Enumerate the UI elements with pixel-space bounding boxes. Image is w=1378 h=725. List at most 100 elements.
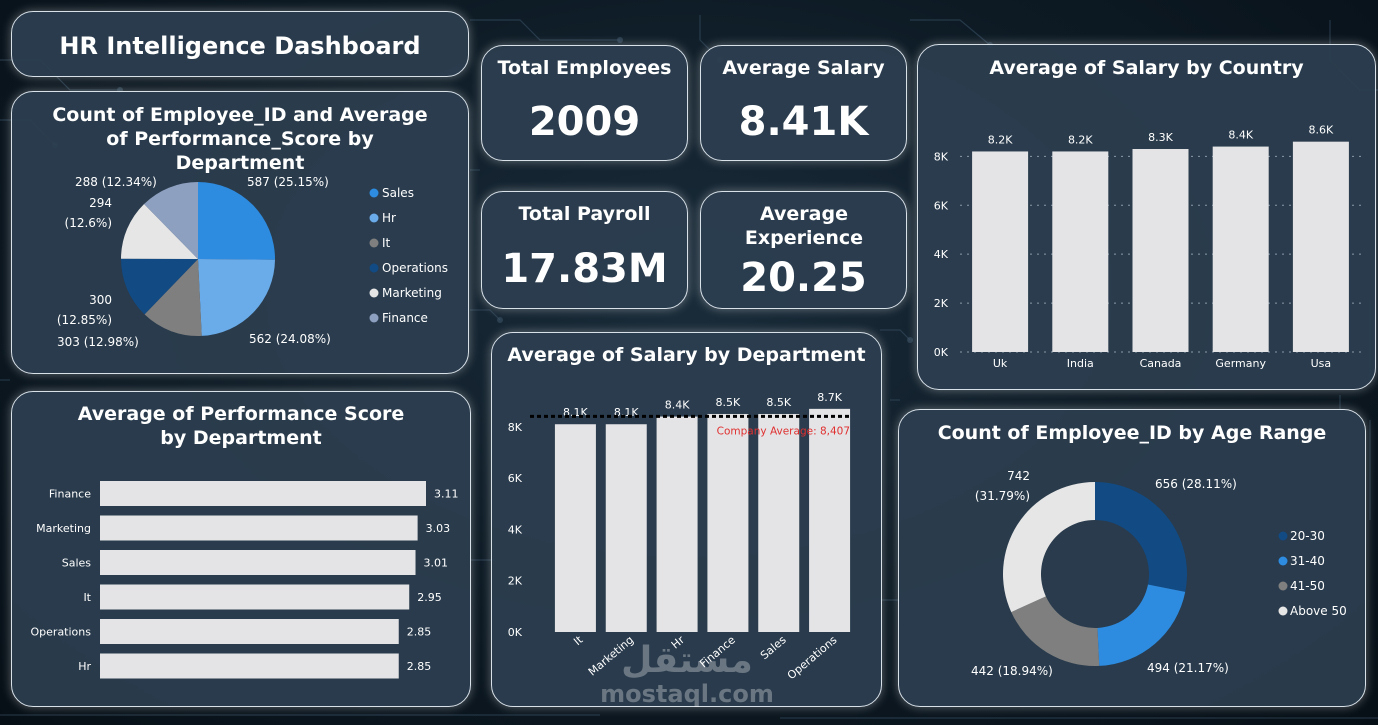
bar-sales — [100, 550, 416, 575]
category-label: It — [83, 591, 91, 604]
age-donut-panel: Count of Employee_ID by Age Range 656 (2… — [898, 409, 1366, 707]
pie-data-label: (12.85%) — [57, 313, 112, 327]
pie-slice-hr — [198, 259, 275, 336]
country-bar-panel: Average of Salary by Country 0K 2K 4K 6K 8K 8… — [917, 44, 1376, 390]
y-tick-label: 8K — [508, 421, 523, 434]
pie-data-label: 288 (12.34%) — [75, 175, 157, 189]
pie-slice-finance — [144, 182, 198, 259]
category-label: Hr — [78, 660, 91, 673]
data-label: 8.4K — [1228, 129, 1253, 142]
kpi-value: 20.25 — [740, 255, 867, 301]
legend-item-20-30: 20-30 — [1290, 529, 1325, 543]
data-label: 8.2K — [988, 133, 1013, 146]
data-label: 2.95 — [417, 591, 442, 604]
x-tick-label: Operations — [785, 633, 840, 682]
legend-item-31-40: 31-40 — [1290, 554, 1325, 568]
data-label: 3.03 — [426, 522, 451, 535]
x-tick-label: Sales — [758, 633, 789, 662]
legend-marker — [369, 213, 379, 223]
perf-hbar-panel: Average of Performance Score by Departme… — [11, 391, 471, 707]
y-tick-label: 6K — [508, 472, 523, 485]
data-label: 3.11 — [434, 488, 459, 501]
legend-marker — [1278, 606, 1288, 616]
legend-marker — [1278, 581, 1288, 591]
category-label: Sales — [62, 557, 92, 570]
donut-data-label: 656 (28.11%) — [1155, 477, 1237, 491]
legend-marker — [1278, 531, 1288, 541]
x-tick-label: Hr — [669, 633, 688, 651]
y-tick-label: 0K — [508, 626, 523, 639]
dept-pie-panel: Count of Employee_ID and Average of Perf… — [11, 91, 469, 374]
y-tick-label: 0K — [934, 346, 949, 359]
data-label: 8.1K — [614, 406, 639, 419]
category-label: Operations — [31, 626, 92, 639]
legend-marker — [369, 238, 379, 248]
bar-hr — [656, 416, 698, 632]
legend-item-41-50: 41-50 — [1290, 579, 1325, 593]
category-label: Finance — [49, 488, 91, 501]
pie-data-label: 587 (25.15%) — [247, 175, 329, 189]
category-label: Marketing — [36, 522, 91, 535]
x-tick-label: Canada — [1140, 357, 1182, 370]
pie-data-label: (12.6%) — [65, 216, 112, 230]
data-label: 8.3K — [1148, 131, 1173, 144]
y-tick-label: 2K — [508, 575, 523, 588]
x-tick-label: India — [1067, 357, 1094, 370]
bar-operations — [809, 408, 851, 632]
data-label: 2.85 — [407, 626, 432, 639]
kpi-value: 2009 — [528, 99, 641, 145]
chart-title: Average of Salary by Country — [989, 57, 1304, 79]
kpi-card-average-salary[interactable]: Average Salary 8.41K — [700, 45, 907, 161]
legend-item-it: It — [382, 236, 391, 250]
pie-data-label: 562 (24.08%) — [249, 332, 331, 346]
chart-title: Average of Performance Score by Departme… — [77, 403, 405, 449]
x-tick-label: Marketing — [586, 633, 636, 678]
bar-marketing — [605, 424, 647, 632]
donut-slice-20-30 — [1095, 482, 1187, 592]
bar-india — [1052, 151, 1109, 352]
data-label: 8.4K — [665, 399, 690, 412]
data-label: 8.5K — [716, 396, 741, 409]
kpi-card-total-payroll[interactable]: Total Payroll 17.83M — [481, 191, 688, 309]
bar-marketing — [100, 515, 418, 541]
reference-line-label: Company Average: 8,407 — [717, 425, 850, 437]
kpi-label: Average Salary — [722, 57, 885, 79]
kpi-card-total-employees[interactable]: Total Employees 2009 — [481, 45, 688, 161]
x-tick-label: It — [571, 633, 586, 648]
y-tick-label: 4K — [508, 523, 523, 536]
y-tick-label: 8K — [934, 150, 949, 163]
kpi-label: Total Employees — [497, 57, 672, 79]
pie-data-label: 294 — [89, 196, 112, 210]
country-bar-chart: 0K 2K 4K 6K 8K 8.2K Uk 8.2K India 8.3K Canada 8.4K G… — [934, 124, 1361, 370]
bar-finance — [100, 481, 426, 506]
x-tick-label: Usa — [1311, 357, 1332, 370]
legend-marker — [369, 188, 379, 198]
dashboard-title-panel: HR Intelligence Dashboard — [11, 11, 469, 77]
y-tick-label: 6K — [934, 199, 949, 212]
bar-it — [554, 424, 596, 632]
perf-hbar-chart: Finance 3.11 Marketing 3.03 Sales 3.01 It 2.95 O… — [31, 481, 459, 679]
donut-data-label: (31.79%) — [975, 489, 1030, 503]
bar-uk — [972, 151, 1029, 352]
pie-slice-sales — [198, 182, 275, 260]
kpi-value: 17.83M — [501, 246, 668, 292]
legend-item-sales: Sales — [382, 186, 414, 200]
bar-germany — [1212, 146, 1269, 352]
data-label: 8.7K — [817, 391, 842, 404]
kpi-label: Average Experience — [744, 203, 864, 249]
donut-data-label: 494 (21.17%) — [1147, 661, 1229, 675]
kpi-card-average-experience[interactable]: Average Experience 20.25 — [700, 191, 907, 309]
legend-marker — [369, 313, 379, 323]
data-label: 3.01 — [424, 557, 449, 570]
legend-marker — [369, 263, 379, 273]
pie-slice-marketing — [121, 204, 198, 259]
chart-title: Count of Employee_ID by Age Range — [937, 422, 1327, 444]
data-label: 8.6K — [1309, 124, 1334, 137]
legend-item-marketing: Marketing — [382, 286, 442, 300]
x-tick-label: Finance — [697, 633, 738, 670]
chart-title: Count of Employee_ID and Average of Perf… — [52, 104, 428, 174]
donut-slice-31-40 — [1097, 584, 1186, 666]
legend-marker — [1278, 556, 1288, 566]
bar-canada — [1132, 149, 1189, 352]
data-label: 2.85 — [407, 660, 432, 673]
